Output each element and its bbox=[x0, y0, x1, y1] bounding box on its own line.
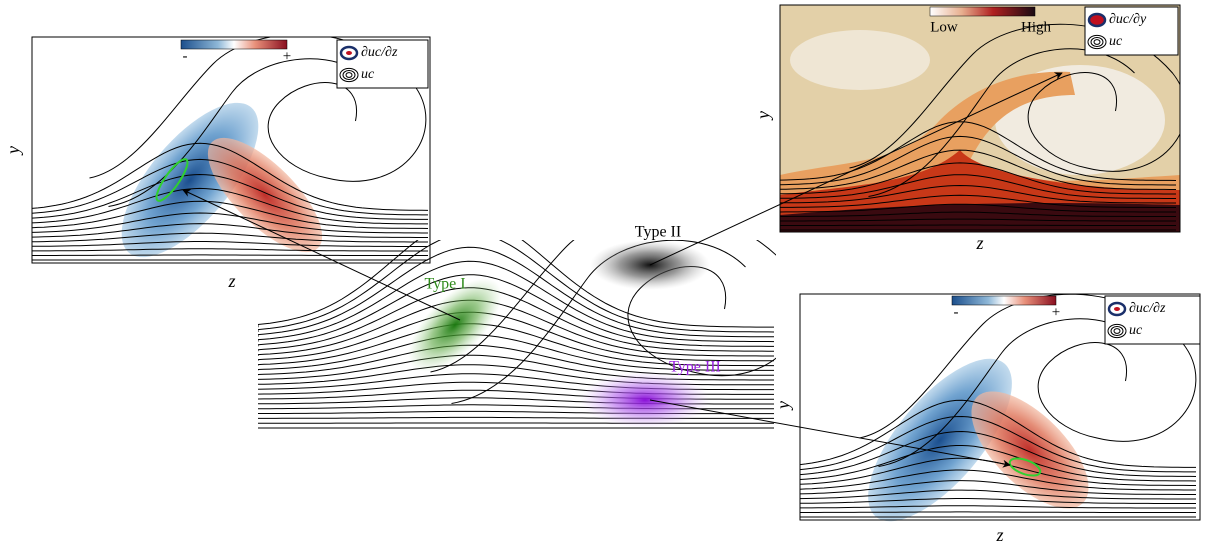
legend-entry: ∂uc/∂y bbox=[1109, 12, 1147, 27]
type-label: Type I bbox=[424, 276, 465, 293]
legend-entry: uc bbox=[1109, 34, 1123, 49]
colorbar-min: - bbox=[183, 48, 188, 64]
axis-label: z bbox=[227, 271, 235, 291]
shapes bbox=[32, 5, 1200, 544]
type-label: Type II bbox=[635, 224, 681, 241]
colorbar-min: Low bbox=[930, 19, 958, 35]
axis-label: y bbox=[3, 146, 23, 156]
type-3-region bbox=[580, 372, 710, 428]
axis-label: z bbox=[975, 233, 983, 253]
colorbar bbox=[930, 7, 1035, 16]
legend-icon bbox=[1114, 307, 1120, 311]
legend-icon bbox=[346, 51, 352, 55]
axis-label: y bbox=[753, 111, 773, 121]
colorbar-max: + bbox=[1052, 304, 1060, 320]
legend-icon bbox=[1094, 18, 1100, 22]
axis-label: y bbox=[773, 401, 793, 411]
colorbar-min: - bbox=[954, 304, 959, 320]
type-label: Type III bbox=[669, 359, 721, 376]
axis-label: z bbox=[995, 525, 1003, 545]
streamline bbox=[780, 225, 1176, 226]
colorbar bbox=[181, 40, 287, 49]
streamline bbox=[258, 300, 774, 356]
figure: - + ∂uc/∂z uc y z Low High ∂uc/∂y uc y z - + ∂uc/∂z uc y… bbox=[0, 0, 1206, 547]
colorbar-max: + bbox=[283, 48, 291, 64]
legend-entry: ∂uc/∂z bbox=[1129, 301, 1166, 316]
legend-entry: uc bbox=[1129, 323, 1143, 338]
streamline bbox=[258, 288, 774, 352]
low-region bbox=[790, 30, 930, 90]
legend-entry: uc bbox=[361, 67, 375, 82]
colorbar-max: High bbox=[1021, 19, 1052, 35]
streamline bbox=[258, 417, 774, 418]
legend-entry: ∂uc/∂z bbox=[361, 45, 398, 60]
colorbar bbox=[952, 296, 1056, 305]
